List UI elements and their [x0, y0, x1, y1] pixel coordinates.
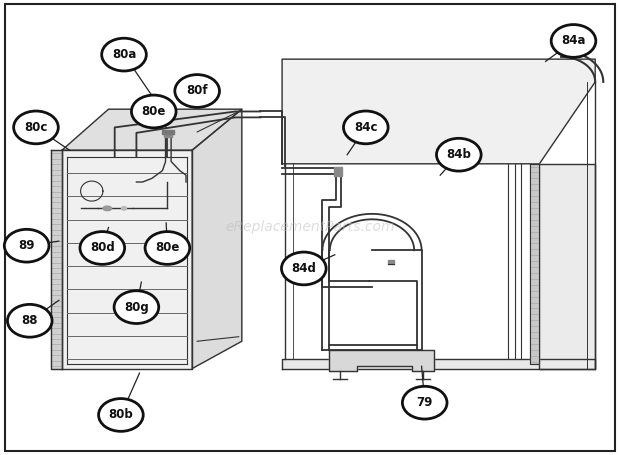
- Circle shape: [131, 95, 176, 128]
- Circle shape: [14, 111, 58, 144]
- Circle shape: [281, 252, 326, 285]
- Bar: [162, 130, 174, 134]
- Text: 84c: 84c: [354, 121, 378, 134]
- Bar: [164, 134, 172, 137]
- Text: 89: 89: [19, 239, 35, 252]
- Ellipse shape: [103, 206, 112, 211]
- Text: 80d: 80d: [90, 242, 115, 254]
- Circle shape: [436, 138, 481, 171]
- Text: 80a: 80a: [112, 48, 136, 61]
- Text: eReplacementParts.com: eReplacementParts.com: [225, 221, 395, 234]
- Polygon shape: [62, 150, 192, 369]
- Polygon shape: [192, 109, 242, 369]
- Circle shape: [7, 304, 52, 337]
- Circle shape: [343, 111, 388, 144]
- FancyBboxPatch shape: [5, 4, 615, 451]
- Text: 80e: 80e: [155, 242, 180, 254]
- Text: 79: 79: [417, 396, 433, 409]
- Bar: [334, 167, 342, 176]
- Text: 80g: 80g: [124, 301, 149, 313]
- Circle shape: [175, 75, 219, 107]
- Circle shape: [145, 232, 190, 264]
- Polygon shape: [539, 164, 595, 369]
- Text: 80f: 80f: [187, 85, 208, 97]
- Polygon shape: [62, 109, 242, 150]
- Polygon shape: [329, 350, 434, 371]
- Circle shape: [99, 399, 143, 431]
- Text: 80c: 80c: [24, 121, 48, 134]
- Circle shape: [102, 38, 146, 71]
- Circle shape: [114, 291, 159, 324]
- Ellipse shape: [122, 207, 126, 210]
- Text: 80b: 80b: [108, 409, 133, 421]
- Polygon shape: [51, 150, 62, 369]
- Polygon shape: [530, 164, 539, 364]
- Polygon shape: [282, 359, 595, 369]
- Circle shape: [80, 232, 125, 264]
- Polygon shape: [282, 59, 595, 164]
- Circle shape: [551, 25, 596, 57]
- Bar: [388, 260, 394, 264]
- Text: 84a: 84a: [561, 35, 586, 47]
- Text: 84b: 84b: [446, 148, 471, 161]
- Text: 88: 88: [22, 314, 38, 327]
- Text: 84d: 84d: [291, 262, 316, 275]
- Text: 80e: 80e: [141, 105, 166, 118]
- Circle shape: [4, 229, 49, 262]
- Circle shape: [402, 386, 447, 419]
